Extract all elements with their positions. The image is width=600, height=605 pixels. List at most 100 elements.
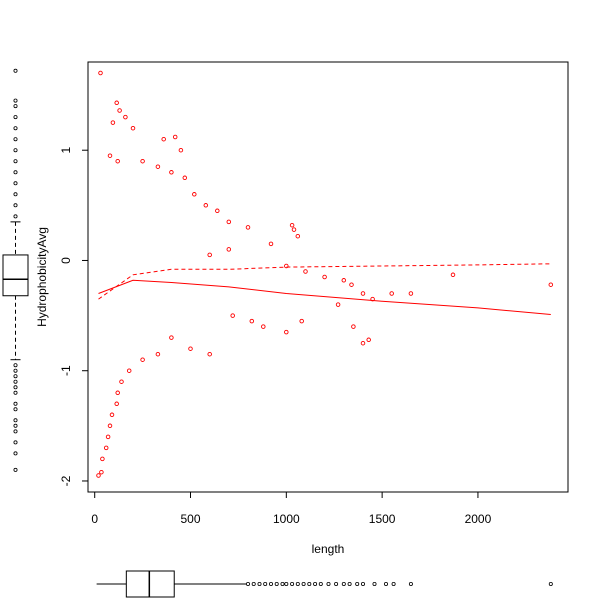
data-point [335,302,341,307]
data-point [245,225,251,230]
bottom-box-outlier [307,582,312,587]
side-box-outlier [13,418,18,423]
data-point [99,469,104,475]
side-box-outlier [13,126,18,131]
data-point [226,219,232,225]
side-box-outlier [13,148,18,153]
data-point [169,170,174,175]
data-point [303,269,308,274]
data-point [115,158,120,164]
data-point [114,100,119,106]
side-box-outlier [13,467,18,472]
bottom-box-outlier [301,582,306,587]
trend-lines [98,263,551,315]
data-point [100,456,105,462]
bottom-box-outlier [355,582,360,587]
data-point [207,351,212,357]
side-box-outlier [13,374,18,379]
side-box-outlier [13,390,18,395]
data-point [341,278,347,283]
side-box-outlier [13,181,18,186]
side-box-outlier [13,104,18,109]
data-point [207,252,212,258]
bottom-box-outlier [263,582,268,587]
data-point [360,291,366,296]
y-tick-label: 1 [59,147,73,154]
side-box-outlier [13,203,18,208]
side-box-outlier [13,192,18,197]
side-box-outlier [13,363,18,368]
trend-line-solid [98,279,551,315]
data-point [351,324,356,329]
data-point [182,175,188,181]
data-point [249,318,255,324]
data-point [360,340,366,346]
data-point [110,120,116,125]
bottom-box-outlier [280,582,285,587]
data-point [230,313,235,318]
x-tick-label: 500 [180,512,200,526]
data-point [126,368,132,373]
data-point [140,158,145,164]
side-box-outlier [13,98,18,103]
marginal-boxplots [2,68,553,598]
bottom-box [125,570,175,598]
bottom-box-outlier [372,582,377,587]
data-point [119,379,124,384]
side-box-outlier [13,159,18,164]
side-box-outlier [13,115,18,120]
data-point [140,357,145,362]
data-point [215,208,220,214]
x-tick-label: 0 [91,512,98,526]
data-point [450,272,456,278]
data-point [117,108,122,113]
bottom-box-outlier [274,582,279,587]
data-point [548,282,554,287]
data-point [155,164,161,169]
data-point [161,136,166,142]
bottom-box-outlier [251,582,256,587]
data-point [130,125,136,131]
data-point [105,434,111,440]
bottom-box-outlier [408,582,413,587]
bottom-box-outlier [341,582,346,587]
side-box-outlier [13,214,18,219]
data-point [289,222,295,228]
data-point [188,346,193,351]
y-tick-label: -1 [59,365,73,376]
data-point [172,134,178,140]
bottom-box-outlier [347,582,352,587]
bottom-box-outlier [548,582,553,587]
data-point [115,390,120,396]
side-box-outlier [13,379,18,384]
bottom-box-outlier [295,582,300,587]
y-tick-label: 0 [59,257,73,264]
data-point [178,147,184,153]
data-point [322,274,327,280]
x-axis: 0 500 1000 1500 2000 [91,492,492,526]
data-point [299,318,304,324]
data-point [349,282,354,287]
data-point [114,401,119,407]
y-axis-label: HydrophobicityAvg [35,227,49,327]
y-axis: -2 -1 0 1 [59,147,88,486]
bottom-box-outlier [284,582,289,587]
data-point [268,241,274,247]
data-point [98,70,103,76]
bottom-box-outlier [391,582,396,587]
data-point [169,335,174,340]
data-point [295,233,301,239]
bottom-box-outlier [257,582,262,587]
side-box-outlier [13,429,18,434]
data-point [226,247,232,252]
data-point [284,329,289,335]
points-layer [96,70,554,478]
data-point [107,423,113,429]
bottom-box-outlier [245,582,250,587]
bottom-box-outlier [313,582,318,587]
side-box-outlier [13,451,18,456]
side-box-outlier [13,385,18,390]
data-point [155,351,161,357]
